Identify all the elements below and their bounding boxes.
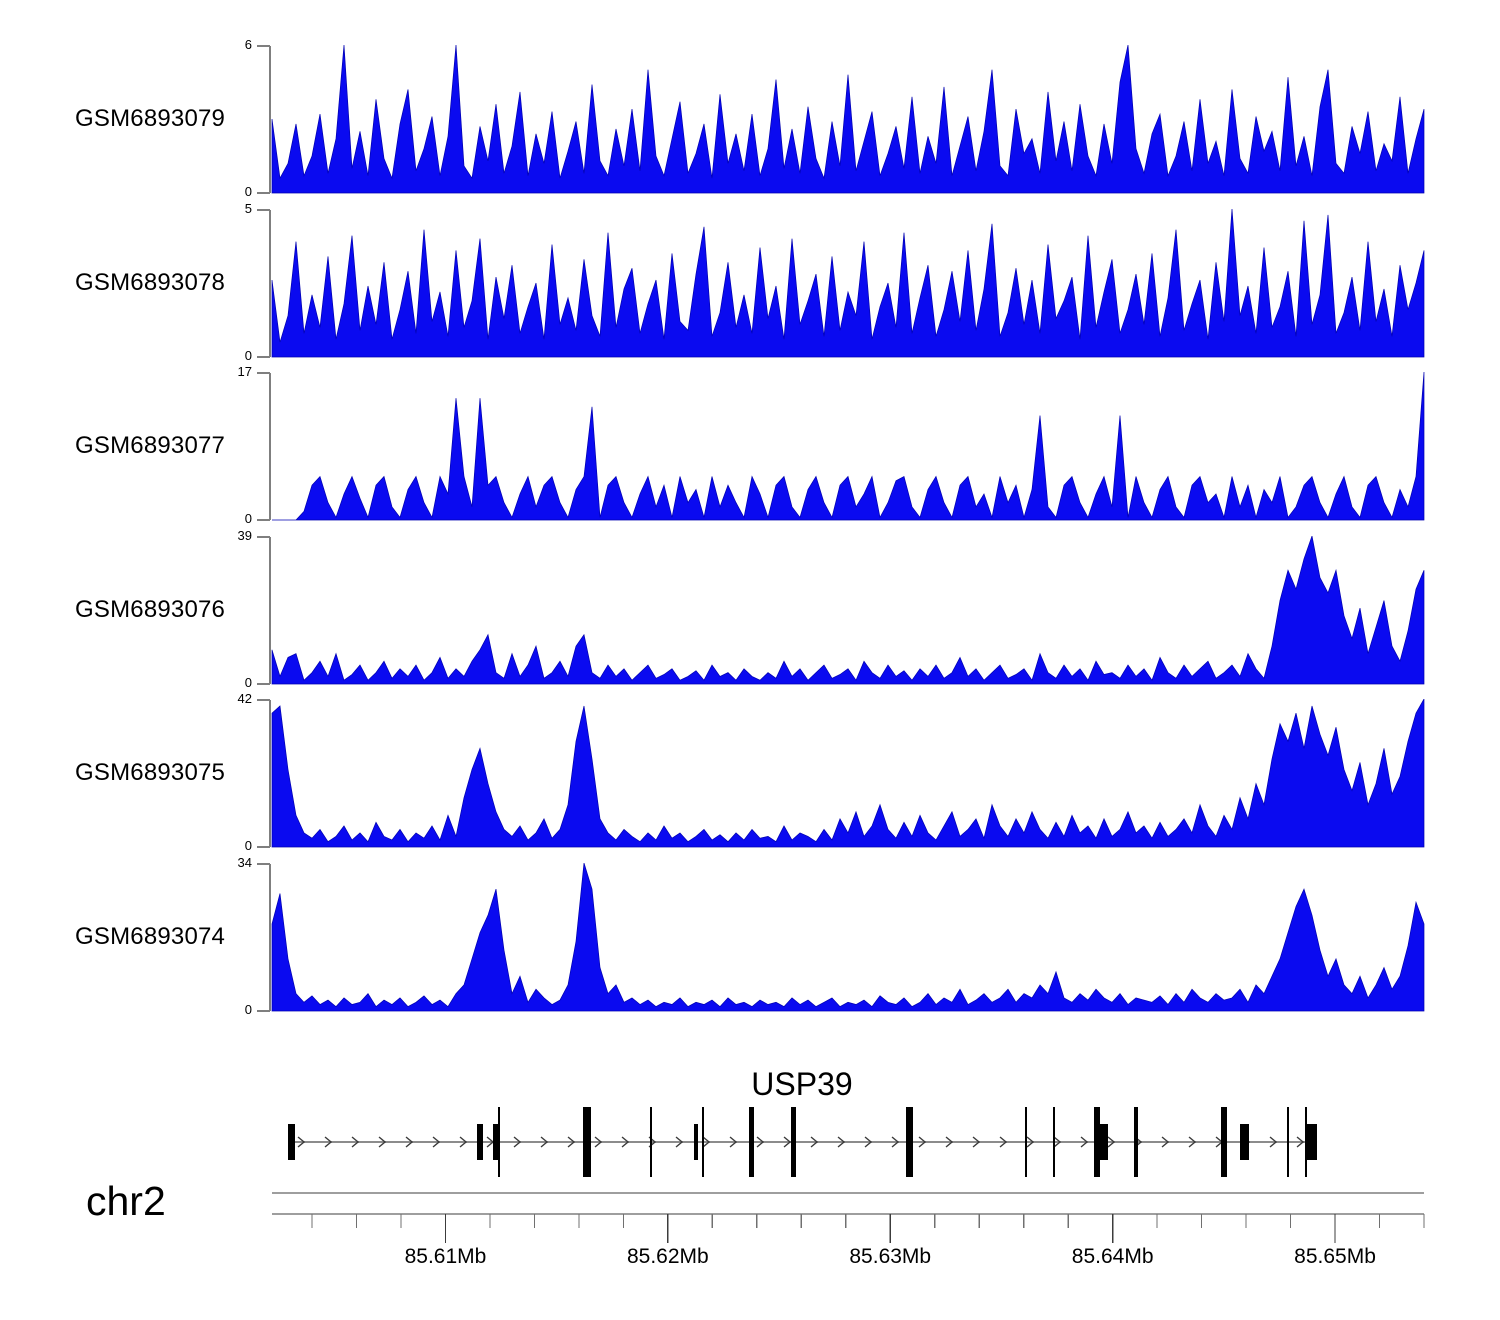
axis-tick-label: 85.64Mb xyxy=(1072,1245,1154,1268)
strand-arrow-icon xyxy=(756,1136,765,1148)
strand-arrow-icon xyxy=(864,1136,873,1148)
coverage-plot-GSM6893079 xyxy=(257,45,1425,194)
strand-arrow-icon xyxy=(405,1136,414,1148)
strand-arrow-icon xyxy=(1188,1136,1197,1148)
strand-arrow-icon xyxy=(324,1136,333,1148)
strand-arrow-icon xyxy=(513,1136,522,1148)
coverage-plot-GSM6893074 xyxy=(257,863,1425,1012)
track-ymax-label: 42 xyxy=(237,691,252,706)
track-ymin-label: 0 xyxy=(244,838,252,853)
strand-arrow-icon xyxy=(1026,1136,1035,1148)
track-ymin-label: 0 xyxy=(244,675,252,690)
strand-arrow-icon xyxy=(1053,1136,1062,1148)
strand-arrow-icon xyxy=(891,1136,900,1148)
exon-tall_thick xyxy=(791,1107,796,1177)
strand-arrow-icon xyxy=(594,1136,603,1148)
strand-arrow-icon xyxy=(972,1136,981,1148)
exon-tall_thin xyxy=(1305,1107,1307,1177)
exon-cds xyxy=(493,1124,500,1160)
track-ymax-label: 34 xyxy=(237,855,252,870)
axis-tick-label: 85.62Mb xyxy=(627,1245,709,1268)
exon-tall_thin xyxy=(1053,1107,1055,1177)
gene-model-and-axis-canvas: 85.61Mb 85.62Mb 85.63Mb 85.64Mb 85.65Mb xyxy=(272,1107,1425,1268)
strand-arrow-icon xyxy=(945,1136,954,1148)
track-ymax-label: 6 xyxy=(244,37,252,52)
exon-tall_thin xyxy=(498,1107,500,1177)
exon-tall_thin xyxy=(1025,1107,1027,1177)
track-ymin-label: 0 xyxy=(244,348,252,363)
exon-tall_thick xyxy=(906,1107,913,1177)
track-label: GSM6893078 xyxy=(75,269,226,296)
exon-cds xyxy=(694,1124,699,1160)
exon-tall_thick xyxy=(749,1107,754,1177)
exon-cds xyxy=(477,1124,483,1160)
exon-tall_thick xyxy=(1221,1107,1227,1177)
track-label: GSM6893077 xyxy=(75,432,226,459)
strand-arrow-icon xyxy=(702,1136,711,1148)
strand-arrow-icon xyxy=(459,1136,468,1148)
track-ymax-label: 39 xyxy=(237,528,252,543)
axis-tick-label: 85.63Mb xyxy=(849,1245,931,1268)
coverage-plot-GSM6893077 xyxy=(257,372,1425,521)
track-label: GSM6893075 xyxy=(75,759,226,786)
exon-cds xyxy=(288,1124,295,1160)
strand-arrow-icon xyxy=(297,1136,306,1148)
strand-arrow-icon xyxy=(378,1136,387,1148)
exon-tall_thin xyxy=(702,1107,705,1177)
gene-name-label: USP39 xyxy=(751,1066,853,1102)
track-ymax-label: 5 xyxy=(244,201,252,216)
track-ymin-label: 0 xyxy=(244,1002,252,1017)
strand-arrow-icon xyxy=(675,1136,684,1148)
exon-tall_thin xyxy=(1134,1107,1138,1177)
chromosome-label: chr2 xyxy=(86,1178,166,1224)
strand-arrow-icon xyxy=(918,1136,927,1148)
strand-arrow-icon xyxy=(783,1136,792,1148)
strand-arrow-icon xyxy=(432,1136,441,1148)
coverage-plot-GSM6893075 xyxy=(257,699,1425,848)
exon-cds xyxy=(1240,1124,1249,1160)
track-label: GSM6893076 xyxy=(75,596,226,623)
strand-arrow-icon xyxy=(540,1136,549,1148)
strand-arrow-icon xyxy=(621,1136,630,1148)
strand-arrow-icon xyxy=(1161,1136,1170,1148)
strand-arrow-icon xyxy=(351,1136,360,1148)
strand-arrow-icon xyxy=(486,1136,495,1148)
exon-cds xyxy=(1307,1124,1317,1160)
strand-arrow-icon xyxy=(837,1136,846,1148)
strand-arrow-icon xyxy=(999,1136,1008,1148)
strand-arrow-icon xyxy=(729,1136,738,1148)
exon-cds xyxy=(1100,1124,1108,1160)
strand-arrow-icon xyxy=(1269,1136,1278,1148)
axis-tick-label: 85.65Mb xyxy=(1294,1245,1376,1268)
axis-tick-label: 85.61Mb xyxy=(405,1245,487,1268)
exon-tall_thick xyxy=(582,1107,591,1177)
strand-arrow-icon xyxy=(1296,1136,1305,1148)
track-ymin-label: 0 xyxy=(244,511,252,526)
strand-arrow-icon xyxy=(567,1136,576,1148)
strand-arrow-icon xyxy=(1080,1136,1089,1148)
track-ymin-label: 0 xyxy=(244,184,252,199)
strand-arrow-icon xyxy=(810,1136,819,1148)
coverage-plot-GSM6893078 xyxy=(257,209,1425,358)
coverage-plot-GSM6893076 xyxy=(257,536,1425,685)
track-ymax-label: 17 xyxy=(237,364,252,379)
exon-tall_thick xyxy=(1094,1107,1100,1177)
track-label: GSM6893079 xyxy=(75,105,226,132)
track-label: GSM6893074 xyxy=(75,923,226,950)
exon-tall_thin xyxy=(650,1107,653,1177)
strand-arrow-icon xyxy=(1107,1136,1116,1148)
exon-tall_thin xyxy=(1287,1107,1289,1177)
